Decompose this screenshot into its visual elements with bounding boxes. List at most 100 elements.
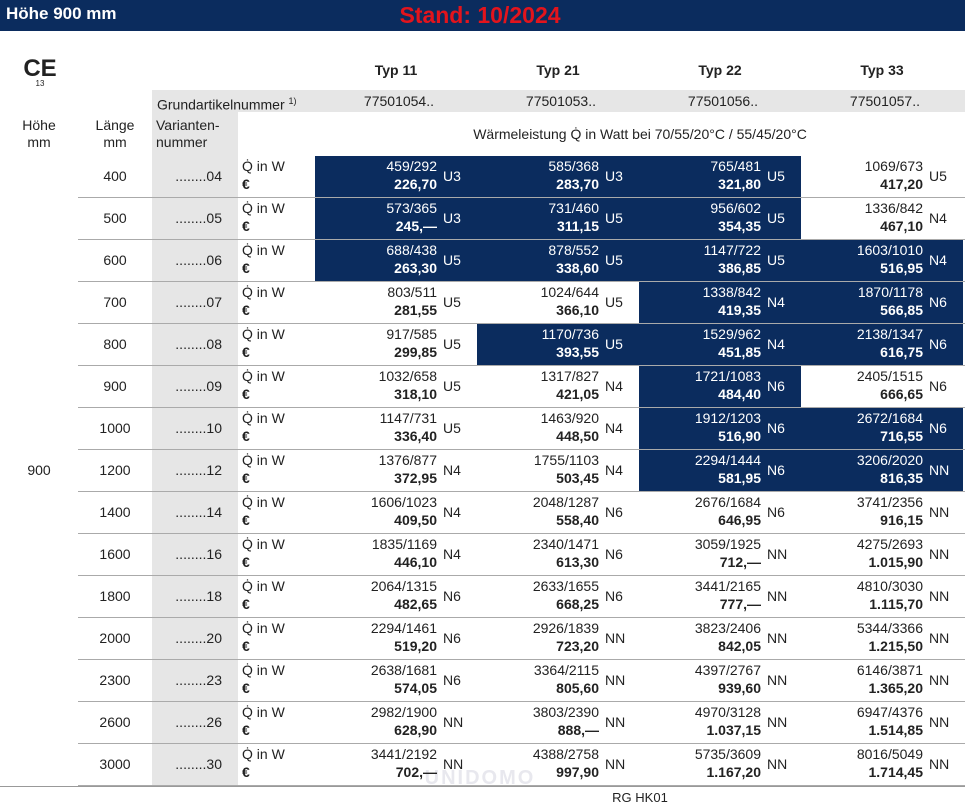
length: 2300 xyxy=(99,672,131,688)
price: 723,20 xyxy=(556,638,599,654)
power: 731/460 xyxy=(548,200,599,216)
class: N4 xyxy=(767,336,785,352)
price: 1.015,90 xyxy=(868,554,924,570)
class: N6 xyxy=(929,420,947,436)
variant: ........18 xyxy=(175,588,222,604)
highlight xyxy=(477,156,639,197)
length: 3000 xyxy=(99,756,131,772)
price-label: € xyxy=(242,554,250,570)
price-label: € xyxy=(242,218,250,234)
col-height: Höhe mm xyxy=(22,117,56,150)
class: NN xyxy=(605,630,626,646)
watermark: UNIDOMO xyxy=(424,767,536,789)
power: 3364/2115 xyxy=(533,662,599,678)
power: 2048/1287 xyxy=(532,494,599,510)
class: N6 xyxy=(443,588,461,604)
class: U5 xyxy=(605,294,623,310)
price: 386,85 xyxy=(718,260,761,276)
power: 2340/1471 xyxy=(532,536,599,552)
class: U5 xyxy=(443,252,461,268)
type-header: Typ 33 xyxy=(860,62,904,78)
price: 805,60 xyxy=(556,680,599,696)
price: 281,55 xyxy=(394,302,437,318)
power-label: Q̇ in W xyxy=(242,158,285,174)
class: N4 xyxy=(605,462,623,478)
class: NN xyxy=(929,672,950,688)
price-label: € xyxy=(242,512,250,528)
highlight xyxy=(477,198,639,239)
variant: ........07 xyxy=(175,294,222,310)
price: 712,— xyxy=(719,554,761,570)
class: N4 xyxy=(605,378,623,394)
price: 1.514,85 xyxy=(868,722,924,738)
power: 3823/2406 xyxy=(694,620,761,636)
class: NN xyxy=(767,588,788,604)
row-rule xyxy=(78,197,965,198)
power-label: Q̇ in W xyxy=(242,578,285,594)
class: N6 xyxy=(929,336,947,352)
class: U3 xyxy=(443,168,461,184)
price: 997,90 xyxy=(556,764,599,780)
class: N6 xyxy=(929,294,947,310)
class: N4 xyxy=(929,210,947,226)
price-label: € xyxy=(242,260,250,276)
price: 366,10 xyxy=(556,302,599,318)
power: 2294/1461 xyxy=(370,620,437,636)
price: 842,05 xyxy=(718,638,761,654)
price: 1.215,50 xyxy=(868,638,924,654)
row-rule xyxy=(78,785,965,786)
power: 1336/842 xyxy=(864,200,923,216)
ce-mark: CE xyxy=(23,55,57,82)
power: 956/602 xyxy=(710,200,761,216)
price: 226,70 xyxy=(394,176,437,192)
highlight xyxy=(639,282,801,323)
variant: ........20 xyxy=(175,630,222,646)
price: 702,— xyxy=(395,764,437,780)
price: 574,05 xyxy=(394,680,437,696)
col-variant: Varianten- nummer xyxy=(156,117,220,150)
price: 916,15 xyxy=(880,512,923,528)
power-label: Q̇ in W xyxy=(242,536,285,552)
power: 6947/4376 xyxy=(856,704,923,720)
variant: ........06 xyxy=(175,252,222,268)
power: 4397/2767 xyxy=(694,662,761,678)
highlight xyxy=(639,198,801,239)
variant: ........12 xyxy=(175,462,222,478)
row-rule xyxy=(78,491,965,492)
highlight xyxy=(639,240,801,281)
highlight xyxy=(639,450,801,491)
power: 1147/731 xyxy=(379,410,437,426)
power: 3441/2192 xyxy=(370,746,437,762)
class: NN xyxy=(443,714,464,730)
power: 2926/1839 xyxy=(532,620,599,636)
power: 1069/673 xyxy=(864,158,923,174)
highlight xyxy=(801,324,963,365)
power: 2138/1347 xyxy=(856,326,923,342)
class: N6 xyxy=(605,504,623,520)
power: 1032/658 xyxy=(378,368,437,384)
class: N6 xyxy=(767,420,785,436)
length: 1600 xyxy=(99,546,131,562)
power: 1376/877 xyxy=(378,452,437,468)
variant: ........09 xyxy=(175,378,222,394)
price: 451,85 xyxy=(718,344,761,360)
power: 1755/1103 xyxy=(533,452,599,468)
price-label: € xyxy=(242,596,250,612)
class: NN xyxy=(929,588,950,604)
power: 803/511 xyxy=(387,284,437,300)
length: 1000 xyxy=(99,420,131,436)
row-rule xyxy=(78,533,965,534)
power-label: Q̇ in W xyxy=(242,662,285,678)
price: 318,10 xyxy=(394,386,437,402)
highlight xyxy=(315,156,477,197)
length: 1800 xyxy=(99,588,131,604)
power: 1463/920 xyxy=(540,410,599,426)
price: 616,75 xyxy=(880,344,923,360)
class: U5 xyxy=(443,294,461,310)
class: U5 xyxy=(443,336,461,352)
power: 1603/1010 xyxy=(856,242,923,258)
price: 446,10 xyxy=(394,554,437,570)
class: N4 xyxy=(443,462,461,478)
length: 2000 xyxy=(99,630,131,646)
class: N6 xyxy=(929,378,947,394)
